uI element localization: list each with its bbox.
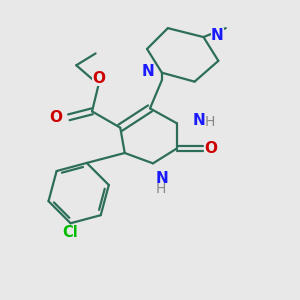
Text: H: H <box>156 182 166 196</box>
Text: N: N <box>193 113 206 128</box>
Text: O: O <box>204 141 218 156</box>
Text: Cl: Cl <box>63 225 79 240</box>
Text: H: H <box>205 115 215 129</box>
Text: N: N <box>142 64 154 79</box>
Text: N: N <box>156 171 169 186</box>
Text: O: O <box>92 71 105 86</box>
Text: O: O <box>49 110 62 125</box>
Text: N: N <box>211 28 224 43</box>
